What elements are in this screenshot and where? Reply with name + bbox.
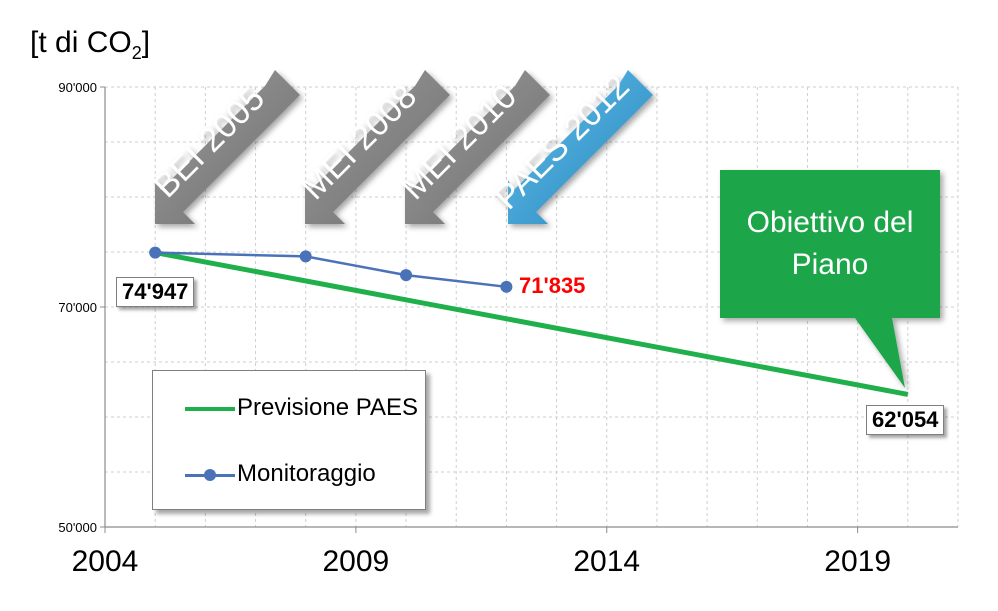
series-line-previsione-paes <box>154 250 909 397</box>
objective-callout-shape <box>720 170 940 388</box>
unit-prefix: [t di CO <box>30 26 132 59</box>
x-tick-label: 2009 <box>323 545 390 578</box>
unit-subscript: 2 <box>131 43 142 63</box>
y-tick-label: 90'000 <box>58 80 97 95</box>
x-tick-label: 2019 <box>824 545 891 578</box>
objective-callout: Obiettivo del Piano <box>720 170 940 388</box>
y-tick-label: 50'000 <box>58 520 97 535</box>
series-line-monitoraggio <box>155 251 507 289</box>
series <box>149 246 909 397</box>
milestone-arrow: BEI 2005 <box>146 70 300 224</box>
y-axis-unit-label: [t di CO2] <box>30 26 150 64</box>
callout-text-line2: Piano <box>792 248 869 281</box>
value-label-start: 74'947 <box>116 277 195 307</box>
legend-swatch-previsione <box>185 407 235 411</box>
legend-item-monitoraggio: Monitoraggio <box>153 459 425 489</box>
callout-text-line1: Obiettivo del <box>747 206 914 239</box>
milestone-arrow-body <box>411 70 550 212</box>
x-tick-label: 2014 <box>573 545 640 578</box>
milestone-arrow-body <box>161 70 300 212</box>
axes: 50'000 70'000 90'000 2004 2009 2014 2019 <box>58 80 958 578</box>
y-tick-label: 70'000 <box>58 300 97 315</box>
point-monitoraggio <box>400 269 413 282</box>
legend-label-monitoraggio: Monitoraggio <box>237 460 376 487</box>
point-monitoraggio <box>500 280 513 293</box>
legend: Previsione PAES Monitoraggio <box>152 370 426 510</box>
point-monitoraggio <box>149 246 162 259</box>
legend-item-previsione: Previsione PAES <box>153 393 425 423</box>
value-label-last-monitoring: 71'835 <box>519 273 586 298</box>
callout-bubble <box>720 170 940 388</box>
legend-marker-monitoraggio <box>204 469 216 481</box>
milestone-arrow-body <box>311 70 450 212</box>
unit-suffix: ] <box>141 26 151 59</box>
legend-label-previsione: Previsione PAES <box>237 394 418 421</box>
milestone-arrow-body <box>514 70 653 212</box>
point-monitoraggio <box>299 250 312 263</box>
x-tick-label: 2004 <box>72 545 139 578</box>
value-label-target: 62'054 <box>866 405 945 435</box>
